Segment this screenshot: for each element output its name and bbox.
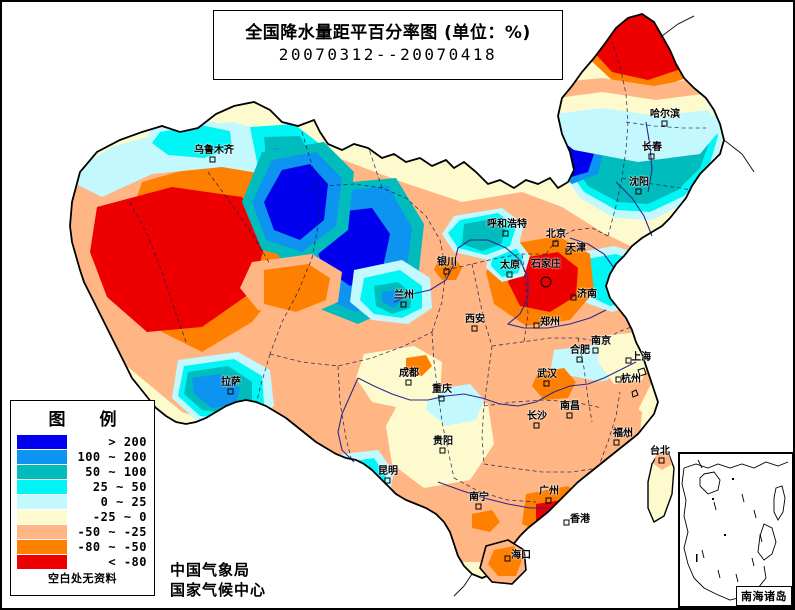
page-title: 全国降水量距平百分率图 (单位：%) (245, 23, 531, 44)
title-period: 20070312--20070418 (278, 45, 498, 65)
legend-label: -25 ~ 0 (92, 509, 147, 524)
legend-row: 50 ~ 100 (11, 464, 154, 479)
city-label-7: 石家庄 (531, 259, 561, 270)
city-label-11: 郑州 (540, 317, 560, 328)
city-label-12: 哈尔滨 (650, 109, 680, 120)
legend-row: -50 ~ -25 (11, 524, 154, 539)
city-label-9: 天津 (566, 243, 586, 254)
city-label-31: 海口 (511, 550, 531, 561)
legend-swatch (17, 449, 67, 464)
legend-row: -80 ~ -50 (11, 539, 154, 554)
city-label-14: 沈阳 (629, 177, 649, 188)
city-label-16: 重庆 (432, 384, 452, 395)
legend-rows: > 200 100 ~ 200 50 ~ 100 25 ~ 50 0 ~ 25 -25 ~… (11, 434, 154, 569)
city-label-19: 武汉 (537, 369, 557, 380)
city-label-3: 西安 (465, 314, 485, 325)
legend-label: 25 ~ 50 (92, 479, 147, 494)
city-label-25: 杭州 (621, 374, 641, 385)
city-label-8: 北京 (546, 229, 566, 240)
legend-label: 50 ~ 100 (85, 464, 147, 479)
legend-swatch (17, 539, 67, 554)
legend-label: 100 ~ 200 (77, 449, 147, 464)
city-label-5: 呼和浩特 (487, 219, 527, 230)
city-label-6: 太原 (500, 260, 520, 271)
city-label-0: 乌鲁木齐 (194, 145, 234, 156)
attribution-line-1: 中国气象局 (170, 561, 251, 579)
city-label-28: 南宁 (469, 492, 489, 503)
city-markers (209, 120, 668, 562)
legend-label: 0 ~ 25 (100, 494, 147, 509)
city-label-13: 长春 (642, 142, 662, 153)
legend-label: -80 ~ -50 (77, 539, 147, 554)
city-label-18: 昆明 (378, 466, 398, 477)
legend-row: 100 ~ 200 (11, 449, 154, 464)
legend-label: < -80 (108, 554, 147, 569)
city-label-2: 银川 (437, 257, 457, 268)
city-label-15: 成都 (399, 368, 419, 379)
city-label-17: 贵阳 (433, 436, 453, 447)
attribution-line-2: 国家气候中心 (170, 581, 267, 600)
city-label-24: 上海 (631, 352, 651, 363)
city-label-10: 济南 (577, 289, 597, 300)
neighbouring-coastline (453, 15, 755, 597)
rivers (337, 121, 653, 509)
legend-note: 空白处无资料 (48, 572, 117, 585)
legend-row: 0 ~ 25 (11, 494, 154, 509)
legend-swatch (17, 554, 67, 569)
legend-swatch (17, 479, 67, 494)
legend-row: 25 ~ 50 (11, 479, 154, 494)
legend-swatch (17, 434, 67, 449)
south-china-sea-inset: 南海诸岛 (678, 452, 794, 608)
city-label-30: 香港 (570, 514, 590, 525)
city-label-23: 南京 (591, 336, 611, 347)
legend-swatch (17, 509, 67, 524)
city-label-20: 长沙 (527, 411, 547, 422)
china-national-border (69, 13, 725, 579)
attribution: 中国气象局 国家气候中心 (170, 560, 266, 601)
inset-svg (680, 454, 790, 604)
city-label-26: 福州 (613, 428, 633, 439)
legend-swatch (17, 524, 67, 539)
legend-row: -25 ~ 0 (11, 509, 154, 524)
legend-row: > 200 (11, 434, 154, 449)
city-label-29: 广州 (539, 486, 559, 497)
city-label-22: 合肥 (570, 345, 590, 356)
city-label-27: 台北 (650, 446, 670, 457)
legend-label: -50 ~ -25 (77, 524, 147, 539)
legend-heading: 图 例 (48, 410, 131, 430)
legend-box: 图 例 > 200 100 ~ 200 50 ~ 100 25 ~ 50 0 ~ 25-… (10, 400, 155, 596)
offshore-islets (625, 367, 647, 438)
legend-label: > 200 (108, 434, 147, 449)
inset-label: 南海诸岛 (736, 586, 792, 606)
city-label-4: 兰州 (394, 290, 414, 301)
legend-swatch (17, 464, 67, 479)
city-label-1: 拉萨 (221, 377, 241, 388)
city-label-21: 南昌 (560, 401, 580, 412)
taiwan-island (647, 451, 675, 524)
title-box: 全国降水量距平百分率图 (单位：%) 20070312--20070418 (213, 10, 563, 80)
legend-row: < -80 (11, 554, 154, 569)
legend-swatch (17, 494, 67, 509)
